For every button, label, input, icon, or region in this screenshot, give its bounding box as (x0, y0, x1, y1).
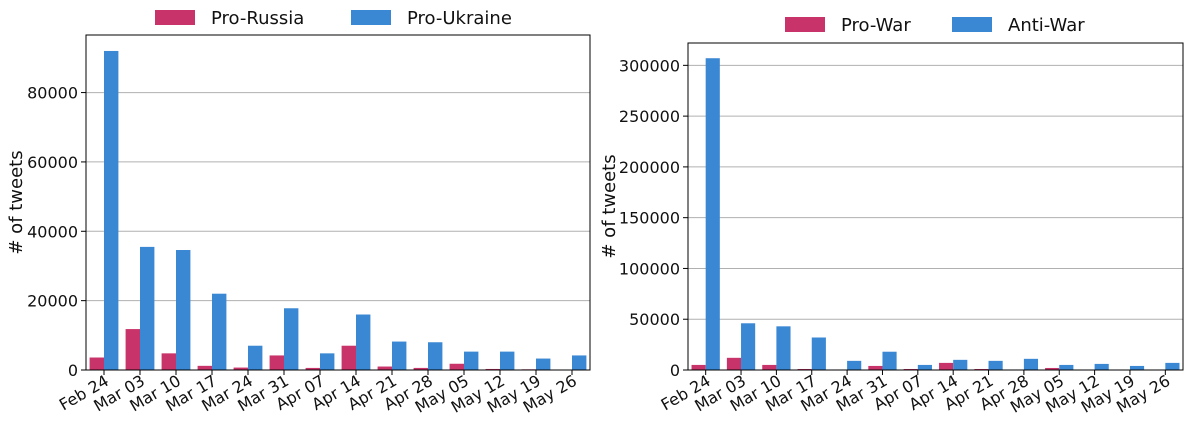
y-axis-label: # of tweets (6, 150, 27, 254)
bar (1095, 364, 1109, 370)
bar (727, 358, 741, 370)
bar (162, 353, 176, 370)
legend-swatch (952, 17, 992, 32)
bar (126, 329, 140, 370)
plot-frame (688, 43, 1183, 370)
y-tick-label: 250000 (619, 107, 680, 126)
bar (248, 346, 262, 370)
bar (378, 367, 392, 370)
y-axis-label: # of tweets (599, 154, 620, 258)
bar (428, 342, 442, 370)
bar (104, 51, 118, 370)
plot-frame (86, 35, 590, 370)
bar (918, 365, 932, 370)
y-tick-label: 100000 (619, 259, 680, 278)
bar (692, 365, 706, 370)
y-tick-label: 0 (68, 361, 78, 380)
legend-label: Pro-War (841, 15, 911, 36)
bar (140, 247, 154, 370)
y-tick-label: 200000 (619, 158, 680, 177)
legend-swatch (155, 10, 195, 25)
bar (741, 323, 755, 370)
y-tick-label: 0 (670, 361, 680, 380)
bar (847, 361, 861, 370)
bar (356, 315, 370, 370)
y-tick-label: 150000 (619, 209, 680, 228)
bar (762, 365, 776, 370)
bar (706, 58, 720, 370)
y-tick-label: 20000 (27, 292, 78, 311)
bar (320, 353, 334, 370)
y-tick-label: 60000 (27, 153, 78, 172)
legend-swatch (785, 17, 825, 32)
bar (176, 250, 190, 370)
bar (464, 352, 478, 370)
bar (989, 361, 1003, 370)
y-tick-label: 50000 (629, 310, 680, 329)
legend-label: Pro-Russia (211, 8, 304, 29)
legend-swatch (351, 10, 391, 25)
bar (342, 346, 356, 370)
bar (812, 338, 826, 370)
bar (882, 352, 896, 370)
bar (1024, 359, 1038, 370)
bar (500, 352, 514, 370)
bar (776, 326, 790, 370)
bar (953, 360, 967, 370)
bar (1165, 363, 1179, 370)
bar (1059, 365, 1073, 370)
bar (212, 294, 226, 370)
bar (572, 355, 586, 370)
bar (450, 364, 464, 370)
bar (284, 308, 298, 370)
bar (939, 363, 953, 370)
legend-label: Pro-Ukraine (407, 8, 512, 29)
y-tick-label: 300000 (619, 56, 680, 75)
legend-label: Anti-War (1008, 15, 1085, 36)
bar (392, 342, 406, 370)
bar (270, 355, 284, 370)
bar (90, 358, 104, 370)
bar (198, 366, 212, 370)
bar (1130, 366, 1144, 370)
y-tick-label: 80000 (27, 84, 78, 103)
y-tick-label: 40000 (27, 222, 78, 241)
bar (536, 359, 550, 370)
bar (868, 366, 882, 370)
